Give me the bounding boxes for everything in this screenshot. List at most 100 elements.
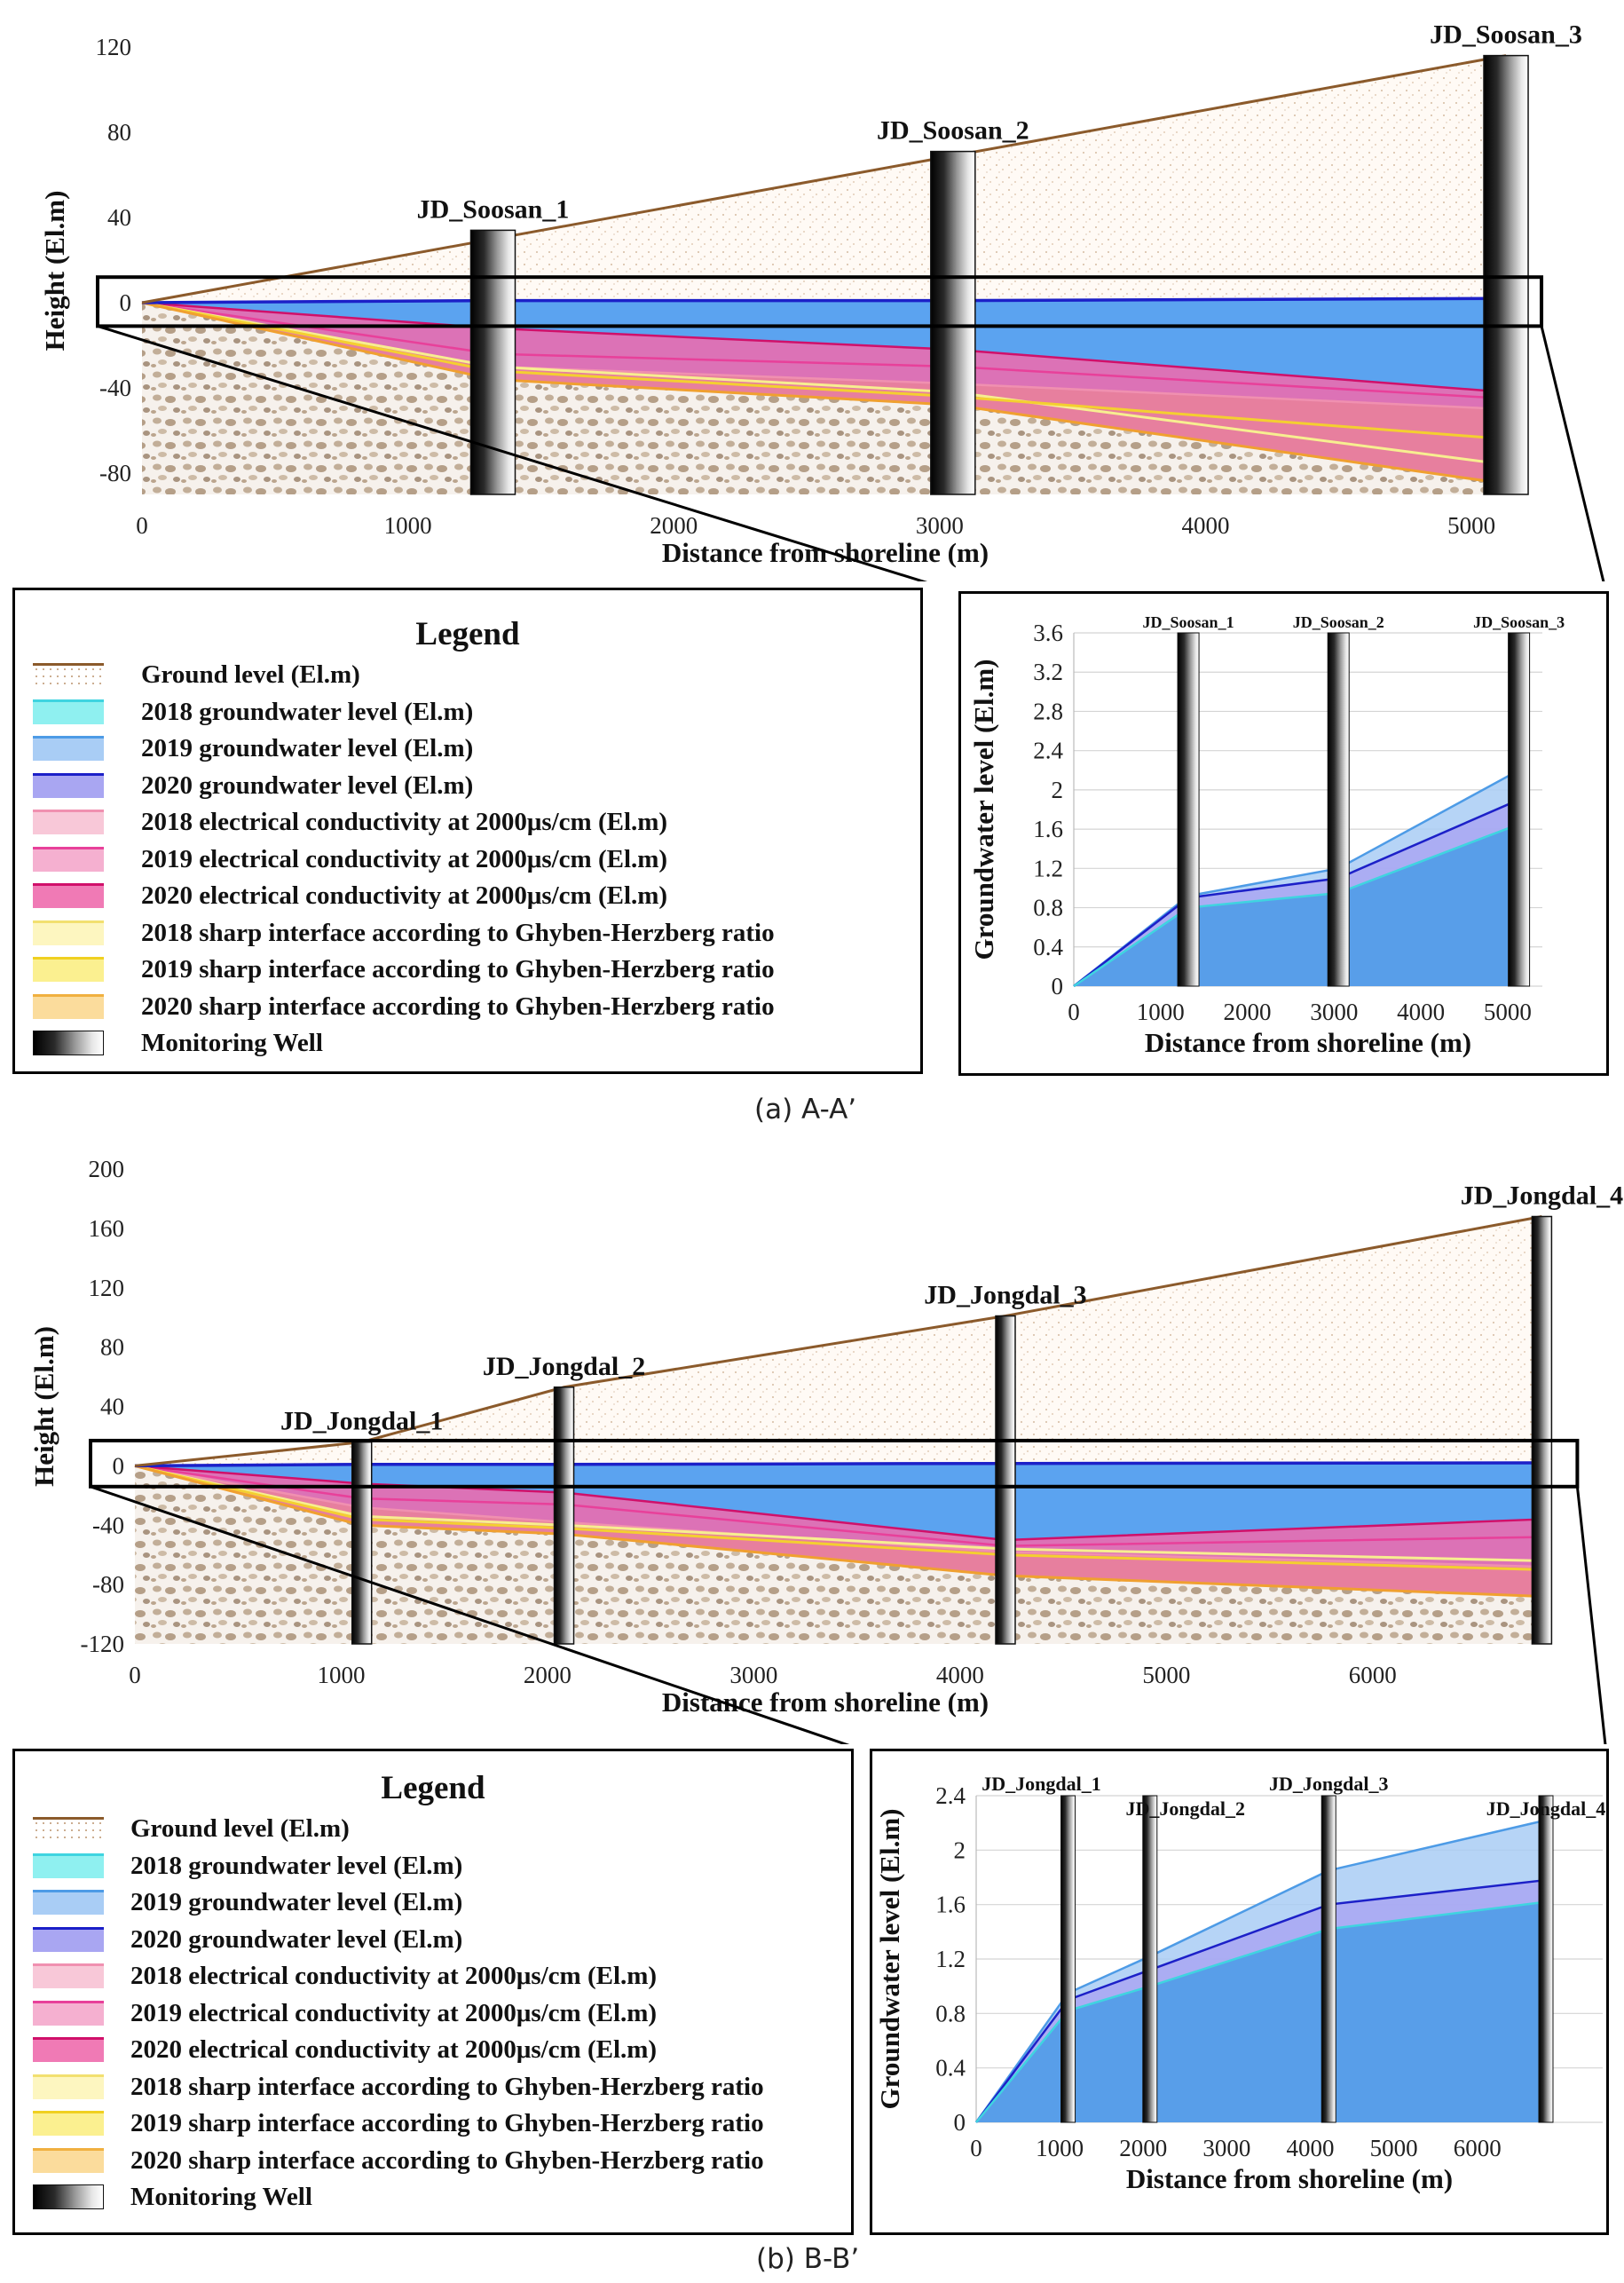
legend-label: 2019 groundwater level (El.m) xyxy=(141,734,474,762)
well-label: JD_Soosan_1 xyxy=(417,194,570,224)
legend-swatch xyxy=(33,2074,104,2099)
y-tick-label: 160 xyxy=(89,1215,125,1242)
y-tick-label: 120 xyxy=(89,1275,125,1301)
well-label: JD_Jongdal_3 xyxy=(1269,1773,1388,1795)
x-tick-label: 1000 xyxy=(1137,999,1185,1025)
legend-item: 2020 groundwater level (El.m) xyxy=(33,1924,929,1955)
legend-b: Legend Ground level (El.m) 2018 groundwat… xyxy=(12,1749,854,2235)
legend-swatch xyxy=(33,1963,104,1988)
ec-line-2020 xyxy=(141,301,1507,394)
y-tick-label: 0.4 xyxy=(1033,934,1063,960)
y-tick-label: -120 xyxy=(81,1631,125,1657)
y-tick-label: 120 xyxy=(96,34,132,60)
y-tick-label: 0 xyxy=(113,1452,125,1479)
x-tick-label: 2000 xyxy=(524,1662,572,1688)
x-tick-label: 4000 xyxy=(1397,999,1445,1025)
monitoring-well xyxy=(1177,632,1200,987)
legend-swatch xyxy=(33,1817,104,1841)
chart-b-main: JD_Jongdal_1 JD_Jongdal_2 JD_Jongdal_3 JD_J… xyxy=(28,1156,1623,1744)
legend-a: Legend Ground level (El.m) 2018 groundwat… xyxy=(12,588,923,1074)
legend-item: 2019 electrical conductivity at 2000μs/c… xyxy=(33,844,940,874)
legend-item: Ground level (El.m) xyxy=(33,1813,929,1844)
gw-area-2018-core xyxy=(976,1901,1546,2122)
legend-label: 2020 sharp interface according to Ghyben… xyxy=(141,991,775,1021)
legend-swatch xyxy=(33,699,104,724)
interface-line-2020 xyxy=(141,301,1507,486)
x-tick-label: 3000 xyxy=(1202,2135,1250,2161)
y-tick-label: 1.2 xyxy=(935,1946,966,1972)
legend-swatch xyxy=(33,2184,104,2209)
zoom-connector xyxy=(97,324,928,581)
y-tick-label: 2.4 xyxy=(935,1782,966,1809)
legend-label: 2019 sharp interface according to Ghyben… xyxy=(130,2109,764,2137)
x-tick-label: 4000 xyxy=(1181,512,1229,539)
y-tick-label: 2 xyxy=(1052,777,1064,803)
zoom-connector xyxy=(1540,326,1605,581)
legend-label: 2019 groundwater level (El.m) xyxy=(130,1888,463,1916)
x-axis-label: Distance from shoreline (m) xyxy=(662,1687,989,1718)
caption-a: (a) A-A’ xyxy=(754,1094,857,1126)
well-label: JD_Jongdal_2 xyxy=(483,1352,645,1381)
legend-item: 2018 electrical conductivity at 2000μs/c… xyxy=(33,1961,929,1991)
interface-line-2018 xyxy=(141,301,1507,466)
y-axis-label: Height (El.m) xyxy=(39,191,70,352)
legend-label: 2020 electrical conductivity at 2000μs/c… xyxy=(130,2035,658,2064)
y-tick-label: 0 xyxy=(954,2109,966,2136)
y-tick-label: 1.2 xyxy=(1033,855,1063,881)
chart-b-inset: JD_Jongdal_1 JD_Jongdal_2 JD_Jongdal_3 JD_J… xyxy=(874,1773,1605,2194)
legend-label: 2018 electrical conductivity at 2000μs/c… xyxy=(141,808,668,836)
ec-line-2019 xyxy=(141,301,1507,400)
x-tick-label: 3000 xyxy=(916,512,964,539)
x-tick-label: 6000 xyxy=(1349,1662,1397,1688)
legend-item: 2020 sharp interface according to Ghyben… xyxy=(33,991,940,1022)
x-tick-label: 1000 xyxy=(1036,2135,1084,2161)
legend-label: 2018 electrical conductivity at 2000μs/c… xyxy=(130,1962,658,1990)
monitoring-well xyxy=(1320,1795,1336,2123)
y-tick-label: 2.4 xyxy=(1033,738,1063,764)
legend-item: 2020 electrical conductivity at 2000μs/c… xyxy=(33,881,940,911)
y-axis-label: Groundwater level (El.m) xyxy=(874,1809,905,2110)
legend-item: 2020 sharp interface according to Ghyben… xyxy=(33,2145,929,2176)
legend-label: Monitoring Well xyxy=(130,2183,312,2211)
x-tick-label: 6000 xyxy=(1454,2135,1502,2161)
legend-swatch xyxy=(33,846,104,872)
x-tick-label: 0 xyxy=(136,512,148,539)
legend-item: 2019 sharp interface according to Ghyben… xyxy=(33,2108,929,2138)
legend-label: Ground level (El.m) xyxy=(141,660,360,689)
legend-item: 2018 groundwater level (El.m) xyxy=(33,1851,929,1881)
x-tick-label: 5000 xyxy=(1370,2135,1418,2161)
monitoring-well xyxy=(1483,54,1529,495)
y-tick-label: 200 xyxy=(89,1156,125,1182)
monitoring-well xyxy=(995,1315,1016,1645)
legend-label: Monitoring Well xyxy=(141,1029,323,1057)
y-tick-label: 2.8 xyxy=(1033,698,1063,724)
legend-swatch xyxy=(33,920,104,945)
legend-title: Legend xyxy=(415,616,520,652)
legend-item: 2018 groundwater level (El.m) xyxy=(33,697,940,727)
legend-item: Ground level (El.m) xyxy=(33,660,940,690)
y-tick-label: -40 xyxy=(99,375,131,401)
x-tick-label: 4000 xyxy=(936,1662,984,1688)
inset-b-frame: JD_Jongdal_1 JD_Jongdal_2 JD_Jongdal_3 JD_J… xyxy=(870,1749,1609,2235)
y-tick-label: -80 xyxy=(92,1571,124,1598)
legend-label: 2020 electrical conductivity at 2000μs/c… xyxy=(141,881,668,910)
freshwater-fill xyxy=(135,1463,1542,1540)
legend-item: 2020 electrical conductivity at 2000μs/c… xyxy=(33,2034,929,2065)
groundwater-line xyxy=(141,296,1507,304)
y-tick-label: 3.2 xyxy=(1033,659,1063,685)
y-tick-label: 3.6 xyxy=(1033,620,1063,646)
legend-item: 2020 groundwater level (El.m) xyxy=(33,770,940,801)
interface-band-fill xyxy=(142,303,1507,484)
ground-line xyxy=(141,54,1507,304)
well-label: JD_Soosan_2 xyxy=(877,116,1029,146)
legend-swatch xyxy=(33,1890,104,1915)
legend-swatch xyxy=(33,663,104,687)
x-tick-label: 5000 xyxy=(1142,1662,1190,1688)
x-tick-label: 4000 xyxy=(1287,2135,1335,2161)
legend-item: 2019 sharp interface according to Ghyben… xyxy=(33,954,940,984)
well-label: JD_Soosan_3 xyxy=(1473,613,1565,631)
x-axis-label: Distance from shoreline (m) xyxy=(1126,2163,1453,2194)
zoom-connector xyxy=(1575,1486,1607,1744)
chart-a-inset: JD_Soosan_1 JD_Soosan_2 JD_Soosan_30 1000 20… xyxy=(968,613,1565,1058)
x-tick-label: 2000 xyxy=(1224,999,1272,1025)
